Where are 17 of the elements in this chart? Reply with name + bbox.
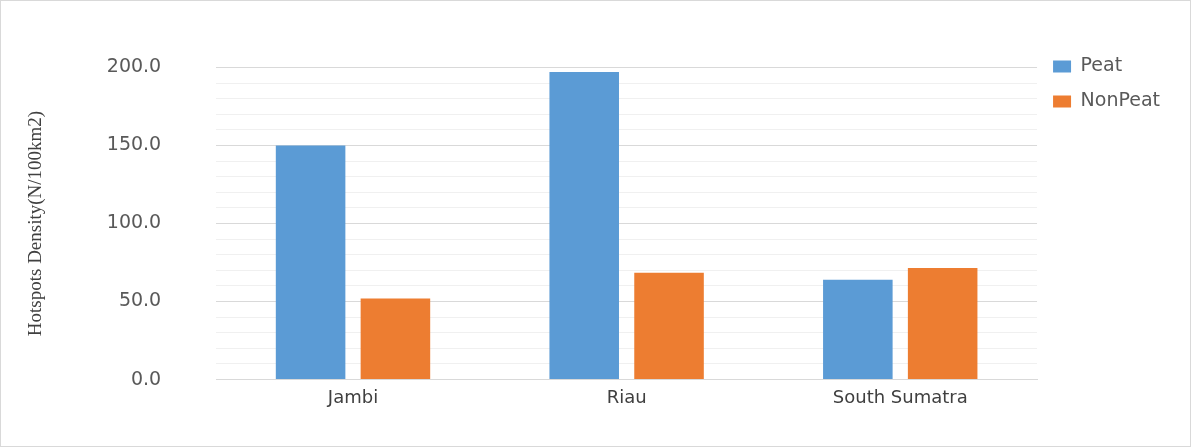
bar: [275, 145, 346, 380]
y-tick-label: 100.0: [106, 210, 162, 233]
bar: [823, 279, 893, 380]
bar: [549, 72, 619, 380]
y-tick-label: 150.0: [106, 132, 162, 155]
x-tick-label: South Sumatra: [832, 386, 968, 408]
bar: [907, 267, 978, 380]
y-tick-label: 50.0: [118, 288, 162, 311]
x-tick-label: Jambi: [326, 386, 379, 408]
y-axis-title: Hotspots Density(N/100km2): [24, 110, 47, 337]
bar: [360, 298, 431, 380]
y-tick-label: 0.0: [130, 366, 162, 389]
legend-label: Peat: [1080, 53, 1123, 76]
x-tick-label: Riau: [606, 386, 647, 408]
bar: [634, 272, 704, 380]
legend-label: NonPeat: [1080, 88, 1161, 111]
y-tick-label: 200.0: [106, 54, 162, 77]
